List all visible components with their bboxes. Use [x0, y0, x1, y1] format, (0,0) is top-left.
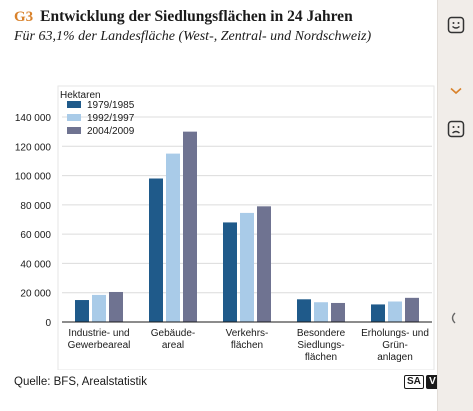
y-tick-label: 20 000	[20, 289, 51, 300]
y-tick-label: 0	[45, 318, 51, 329]
bar	[183, 131, 197, 322]
bar	[388, 301, 402, 322]
bar	[240, 212, 254, 322]
y-tick-label: 80 000	[20, 201, 51, 212]
source-note: Quelle: BFS, Arealstatistik	[14, 376, 147, 388]
x-tick-label: Siedlungs-	[297, 340, 344, 351]
figure-label: G3	[14, 9, 34, 25]
badge-v: V	[425, 375, 439, 389]
bar	[166, 153, 180, 322]
y-tick-label: 40 000	[20, 259, 51, 270]
bar	[149, 178, 163, 322]
bar	[371, 304, 385, 322]
bar	[297, 299, 311, 322]
bar	[331, 302, 345, 322]
x-tick-label: Gewerbeareal	[68, 340, 131, 351]
y-tick-label: 140 000	[15, 113, 52, 124]
x-tick-label: flächen	[305, 352, 337, 363]
legend-label: 1992/1997	[87, 113, 135, 124]
bar	[75, 300, 89, 322]
badge-sa: SA	[404, 375, 424, 389]
chart-frame	[57, 85, 435, 370]
x-tick-label: Verkehrs-	[226, 328, 269, 339]
chevron-down-icon[interactable]	[445, 80, 467, 102]
y-tick-label: 120 000	[15, 142, 52, 153]
x-tick-label: Industrie- und	[68, 328, 129, 339]
x-tick-label: Besondere	[297, 328, 346, 339]
feedback-sidebar	[437, 0, 473, 411]
scroll-edge-icon	[448, 311, 462, 331]
bar	[223, 222, 237, 322]
chart-title: Entwicklung der Siedlungsflächen in 24 J…	[40, 8, 353, 25]
chart-subtitle: Für 63,1% der Landesfläche (West-, Zentr…	[14, 29, 372, 44]
x-tick-label: Erholungs- und	[361, 328, 429, 339]
x-tick-label: Gebäude-	[151, 328, 195, 339]
y-tick-label: 100 000	[15, 172, 52, 183]
x-tick-label: flächen	[231, 340, 263, 351]
bar	[92, 294, 106, 322]
bar	[109, 291, 123, 322]
chart-header: G3 Entwicklung der Siedlungsflächen in 24…	[14, 8, 353, 26]
x-tick-label: Grün-	[382, 340, 408, 351]
x-tick-label: areal	[162, 340, 184, 351]
bar-chart: 0 20 000 40 000 60 000 80 000 100 000 120 000 1…	[15, 85, 435, 370]
legend-label: 2004/2009	[87, 126, 135, 137]
legend-swatch	[67, 127, 81, 134]
frown-icon[interactable]	[445, 118, 467, 140]
bar	[405, 297, 419, 322]
bar	[314, 302, 328, 322]
bar	[257, 206, 271, 322]
legend-swatch	[67, 114, 81, 121]
legend-swatch	[67, 101, 81, 108]
legend-label: 1979/1985	[87, 100, 135, 111]
badge-group: SA V	[404, 375, 439, 389]
y-tick-label: 60 000	[20, 230, 51, 241]
x-tick-label: anlagen	[377, 352, 413, 363]
y-axis-label: Hektaren	[60, 90, 101, 101]
smiley-icon[interactable]	[445, 14, 467, 36]
